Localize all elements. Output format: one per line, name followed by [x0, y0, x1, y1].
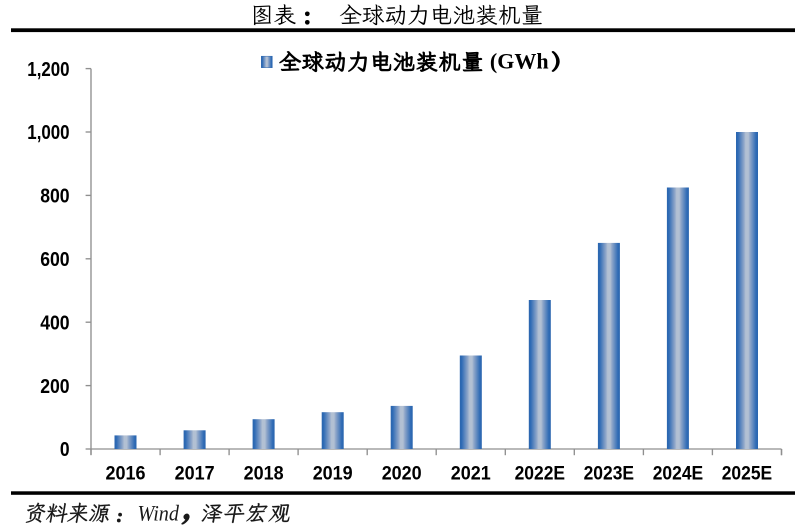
svg-text:2019: 2019 [313, 463, 353, 484]
svg-text:2022E: 2022E [515, 463, 566, 484]
svg-text:800: 800 [40, 186, 69, 208]
svg-text:400: 400 [40, 312, 69, 334]
svg-text:0: 0 [60, 439, 70, 461]
svg-text:2016: 2016 [106, 463, 146, 484]
svg-text:2021: 2021 [451, 463, 491, 484]
svg-text:(GWh: (GWh [490, 48, 549, 73]
svg-text:2017: 2017 [175, 463, 215, 484]
svg-text:Wind: Wind [138, 500, 180, 525]
svg-text:200: 200 [40, 376, 69, 398]
svg-text:2020: 2020 [382, 463, 422, 484]
svg-text:2025E: 2025E [722, 463, 773, 484]
svg-text:2018: 2018 [244, 463, 284, 484]
svg-text:1,200: 1,200 [27, 59, 69, 81]
svg-text:1,000: 1,000 [27, 122, 69, 144]
svg-text:2023E: 2023E [584, 463, 635, 484]
svg-text:2024E: 2024E [653, 463, 704, 484]
svg-text:600: 600 [40, 249, 69, 271]
